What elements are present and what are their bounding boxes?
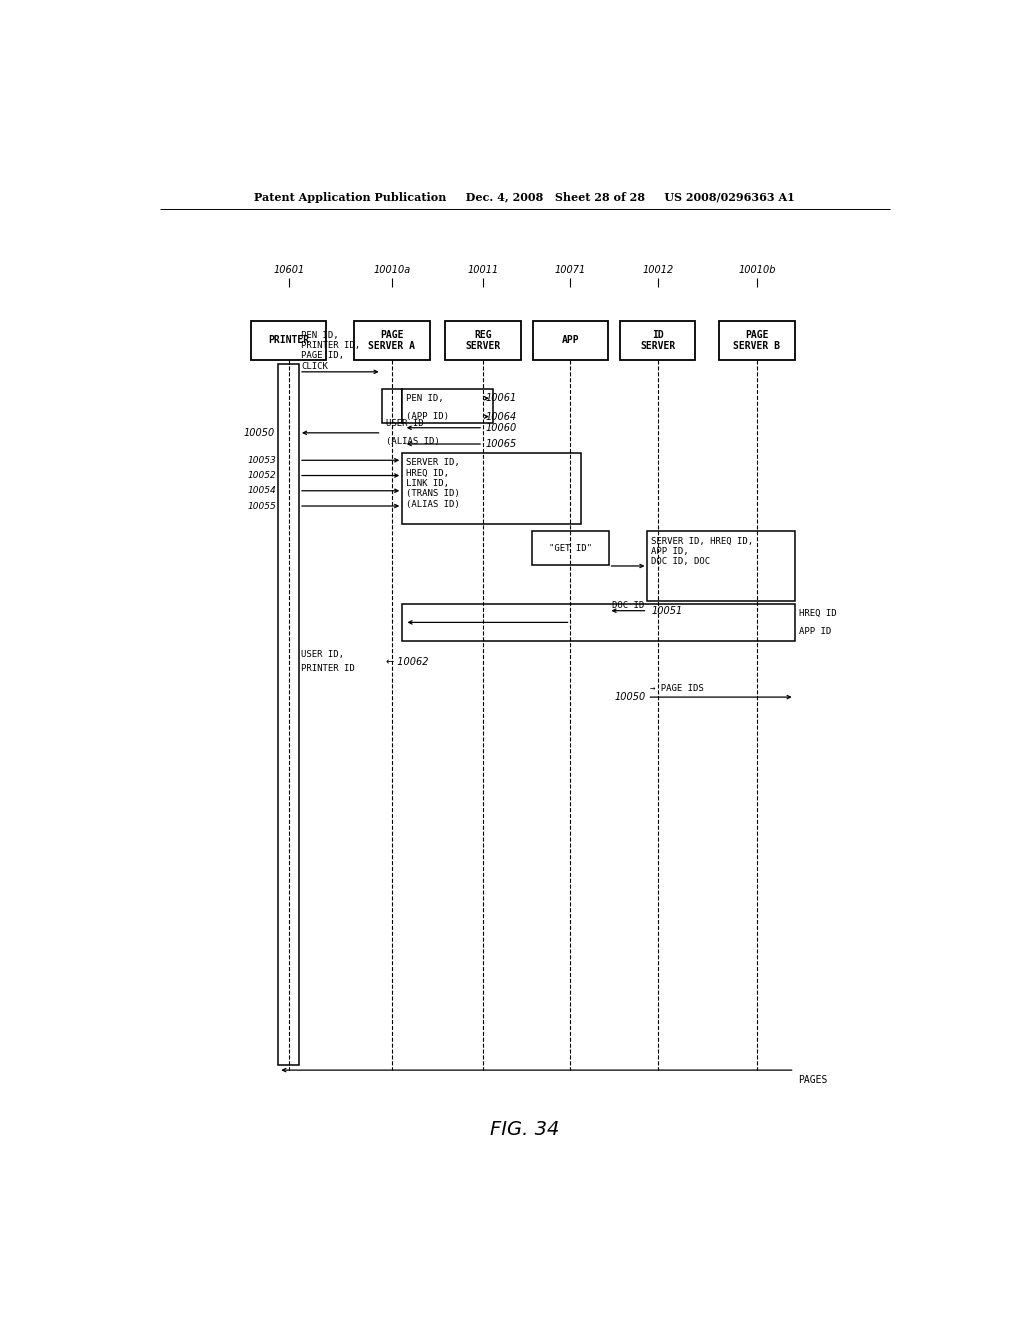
Text: (ALIAS ID): (ALIAS ID) [385, 437, 439, 446]
Bar [445, 321, 521, 359]
Bar [354, 321, 430, 359]
Text: USER ID: USER ID [385, 420, 423, 428]
Text: 10010b: 10010b [738, 265, 775, 276]
Text: 10064: 10064 [485, 412, 517, 421]
Text: 10012: 10012 [642, 265, 674, 276]
Text: 10060: 10060 [485, 422, 517, 433]
Text: SERVER ID,
HREQ ID,
LINK ID,
(TRANS ID)
(ALIAS ID): SERVER ID, HREQ ID, LINK ID, (TRANS ID) … [407, 458, 460, 508]
Text: 10050: 10050 [614, 692, 646, 702]
Text: (APP ID): (APP ID) [407, 412, 450, 421]
Bar [382, 389, 402, 422]
Text: 10601: 10601 [273, 265, 304, 276]
Text: PAGE
SERVER A: PAGE SERVER A [369, 330, 416, 351]
Text: Patent Application Publication     Dec. 4, 2008   Sheet 28 of 28     US 2008/029: Patent Application Publication Dec. 4, 2… [254, 191, 796, 202]
Text: 10053: 10053 [247, 455, 276, 465]
Text: SERVER ID, HREQ ID,
APP ID,
DOC ID, DOC: SERVER ID, HREQ ID, APP ID, DOC ID, DOC [651, 536, 754, 566]
Text: 10054: 10054 [247, 486, 276, 495]
Text: 10052: 10052 [247, 471, 276, 480]
Text: → PAGE IDS: → PAGE IDS [650, 685, 703, 693]
Text: USER ID,: USER ID, [301, 649, 344, 659]
Text: ID
SERVER: ID SERVER [640, 330, 676, 351]
Text: 10051: 10051 [651, 606, 683, 615]
Bar [251, 321, 327, 359]
Text: 10011: 10011 [468, 265, 499, 276]
Text: REG
SERVER: REG SERVER [466, 330, 501, 351]
Text: PRINTER ID: PRINTER ID [301, 664, 355, 673]
Bar [620, 321, 695, 359]
Text: HREQ ID: HREQ ID [799, 609, 837, 618]
Text: 10050: 10050 [244, 428, 275, 438]
Text: 10065: 10065 [485, 440, 517, 449]
Bar [719, 321, 795, 359]
Text: ← 10062: ← 10062 [385, 656, 428, 667]
Text: APP: APP [561, 335, 580, 346]
Text: PEN ID,: PEN ID, [407, 393, 443, 403]
Bar [402, 389, 494, 422]
Text: FIG. 34: FIG. 34 [490, 1119, 559, 1139]
Text: 10061: 10061 [485, 393, 517, 404]
Bar [279, 364, 299, 1065]
Bar [402, 453, 581, 524]
Text: 10055: 10055 [247, 502, 276, 511]
Bar [647, 532, 795, 601]
Text: PAGES: PAGES [799, 1076, 828, 1085]
Bar [532, 532, 608, 565]
Text: 10071: 10071 [555, 265, 586, 276]
Text: PAGE
SERVER B: PAGE SERVER B [733, 330, 780, 351]
Text: "GET ID": "GET ID" [549, 544, 592, 553]
Text: PRINTER: PRINTER [268, 335, 309, 346]
Text: APP ID: APP ID [799, 627, 830, 636]
Text: PEN ID,
PRINTER ID,
PAGE ID,
CLICK: PEN ID, PRINTER ID, PAGE ID, CLICK [301, 330, 360, 371]
Text: 10010a: 10010a [373, 265, 411, 276]
Bar [402, 603, 795, 642]
Bar [532, 321, 608, 359]
Text: DOC ID: DOC ID [612, 601, 645, 610]
